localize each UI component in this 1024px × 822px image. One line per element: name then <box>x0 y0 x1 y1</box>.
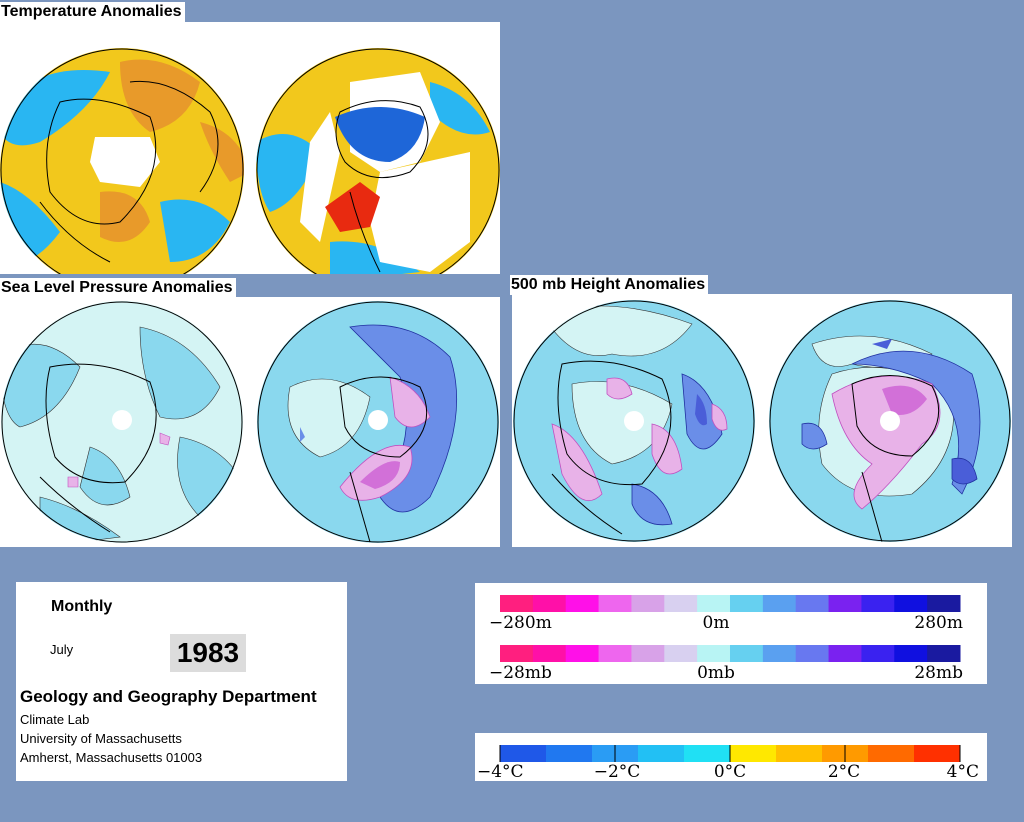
slp-colorbar <box>500 645 961 662</box>
slp-swatch-3 <box>598 645 632 662</box>
height-swatch-3 <box>598 595 632 612</box>
period-label: Monthly <box>51 598 113 615</box>
height-swatch-9 <box>795 595 830 612</box>
slp-swatch-13 <box>927 645 961 662</box>
slp-swatch-11 <box>861 645 895 662</box>
height-swatch-6 <box>697 595 731 612</box>
temp-swatch-3 <box>638 745 685 762</box>
slp-swatch-2 <box>565 645 600 662</box>
slp-south-map <box>257 301 499 543</box>
temp-swatch-1 <box>546 745 593 762</box>
temp-swatch-6 <box>776 745 823 762</box>
temp-m2-label: −2°C <box>594 762 641 781</box>
temperature-north-map <box>0 48 244 274</box>
height-north-map <box>513 300 755 542</box>
slp-swatch-4 <box>631 645 665 662</box>
temp-p2-label: 2°C <box>828 762 860 781</box>
height-swatch-10 <box>828 595 862 612</box>
pressure-height-legend: −280m 0m 280m −28mb 0mb 28mb <box>475 583 987 684</box>
temperature-title: Temperature Anomalies <box>0 2 185 22</box>
slp-swatch-5 <box>664 645 698 662</box>
department-label: Geology and Geography Department <box>20 687 317 706</box>
temperature-legend: −4°C −2°C 0°C 2°C 4°C <box>475 733 987 781</box>
temp-min-label: −4°C <box>477 762 524 781</box>
university-label: University of Massachusetts <box>20 731 182 746</box>
slp-min-label: −28mb <box>489 663 552 683</box>
height-maps <box>513 300 1011 542</box>
temperature-colorbar <box>499 745 961 762</box>
slp-swatch-1 <box>532 645 567 662</box>
slp-swatch-7 <box>730 645 764 662</box>
height-swatch-5 <box>664 595 698 612</box>
slp-swatch-10 <box>828 645 862 662</box>
height-swatch-1 <box>532 595 567 612</box>
slp-north-map <box>1 301 243 543</box>
height-swatch-2 <box>565 595 600 612</box>
height-south-map <box>769 300 1011 542</box>
temp-swatch-5 <box>730 745 777 762</box>
height-colorbar <box>500 595 961 612</box>
city-label: Amherst, Massachusetts 01003 <box>20 750 203 765</box>
temp-swatch-4 <box>684 745 731 762</box>
height-min-label: −280m <box>489 613 552 633</box>
height-swatch-8 <box>762 595 797 612</box>
temp-zero-label: 0°C <box>714 762 746 781</box>
height-panel <box>512 294 1012 547</box>
slp-swatch-9 <box>795 645 830 662</box>
height-mid-label: 0m <box>703 613 730 633</box>
slp-swatch-8 <box>762 645 797 662</box>
slp-maps <box>1 301 499 543</box>
temperature-south-map <box>256 48 500 274</box>
height-swatch-11 <box>861 595 895 612</box>
slp-panel <box>0 297 500 547</box>
lab-label: Climate Lab <box>20 712 90 727</box>
height-title: 500 mb Height Anomalies <box>510 275 709 295</box>
month-label: July <box>50 642 74 657</box>
height-max-label: 280m <box>914 613 963 633</box>
info-box: Monthly July 1983 Geology and Geography … <box>16 582 347 781</box>
slp-max-label: 28mb <box>914 663 963 683</box>
height-swatch-7 <box>730 595 764 612</box>
height-swatch-12 <box>894 595 928 612</box>
slp-swatch-6 <box>697 645 731 662</box>
slp-swatch-12 <box>894 645 928 662</box>
height-swatch-0 <box>500 595 534 612</box>
temperature-maps <box>0 48 500 274</box>
temp-swatch-0 <box>500 745 547 762</box>
temperature-panel <box>0 22 500 274</box>
year-label: 1983 <box>170 634 246 672</box>
height-swatch-13 <box>927 595 961 612</box>
slp-mid-label: 0mb <box>697 663 735 683</box>
height-swatch-4 <box>631 595 665 612</box>
temp-swatch-9 <box>914 745 961 762</box>
slp-swatch-0 <box>500 645 534 662</box>
temp-max-label: 4°C <box>947 762 979 781</box>
slp-title: Sea Level Pressure Anomalies <box>0 278 236 298</box>
temp-swatch-8 <box>868 745 915 762</box>
